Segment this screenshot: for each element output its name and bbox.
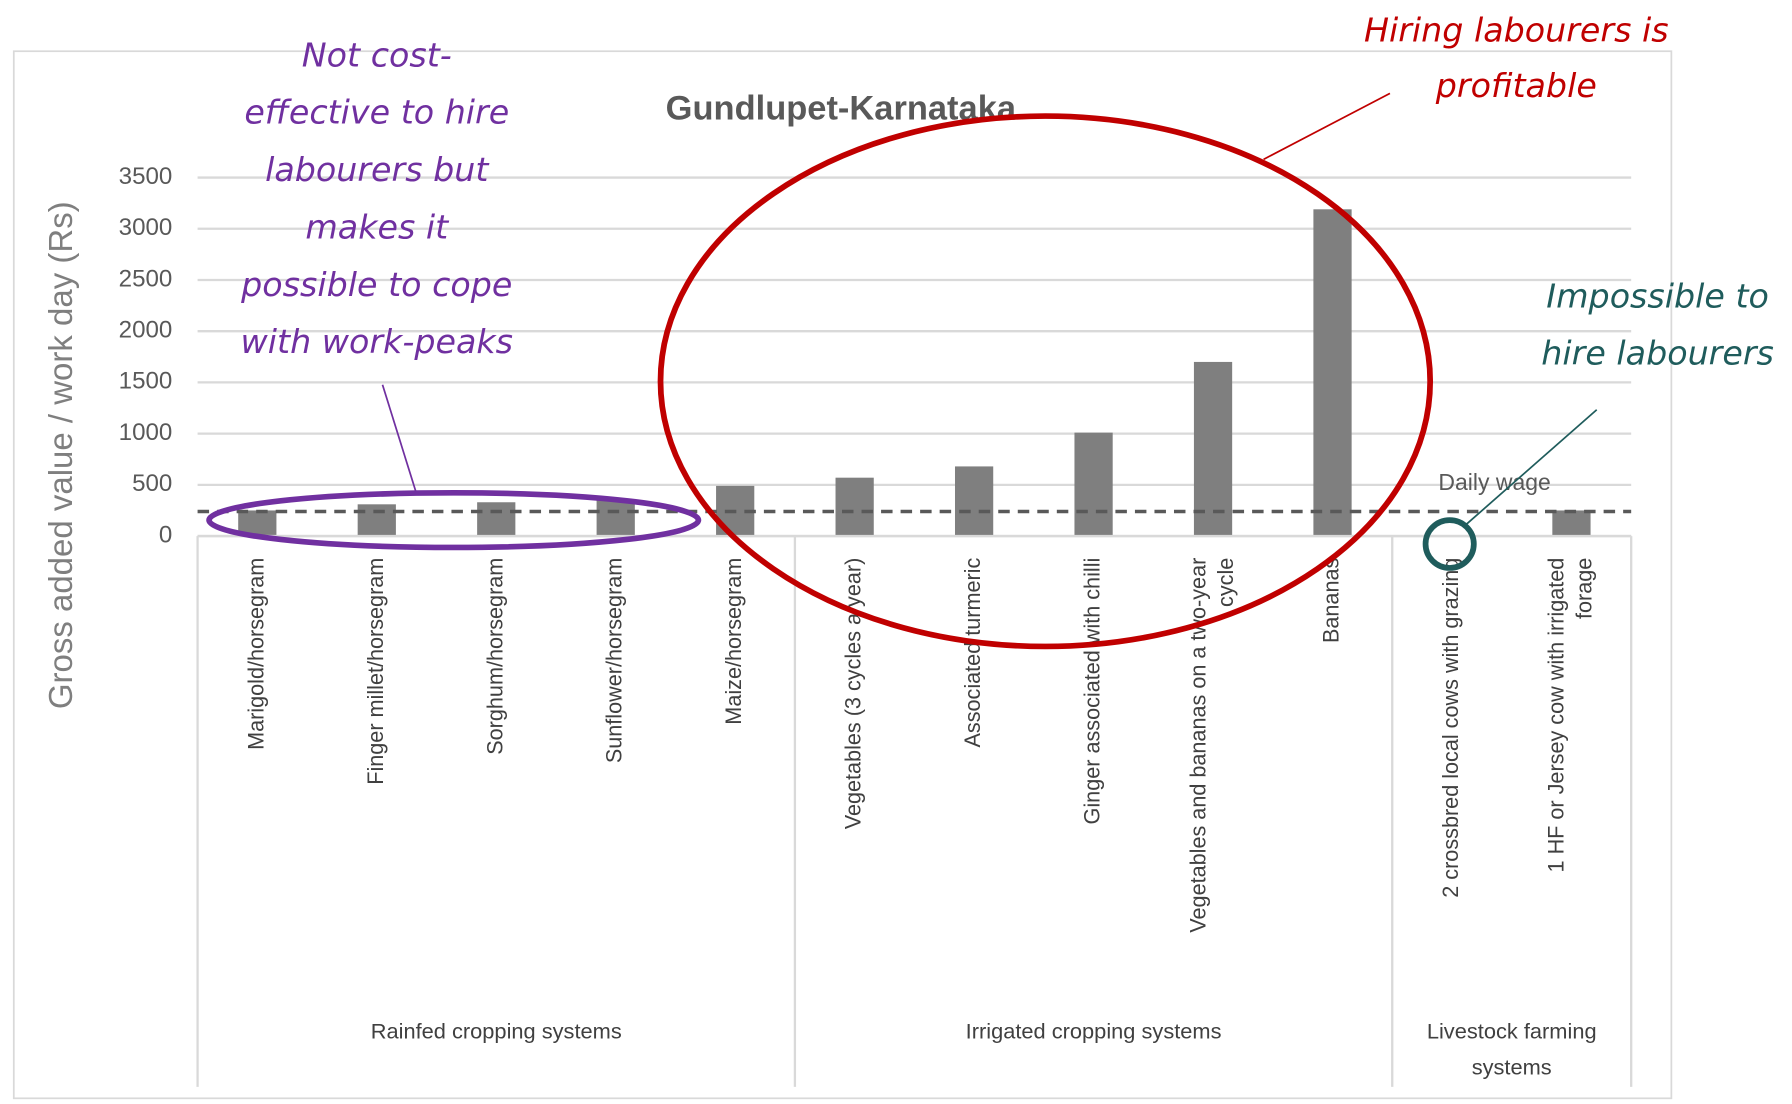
annotation: with work-peaks [241,322,513,361]
annotation: possible to cope [240,265,512,304]
bar [1313,209,1352,537]
y-tick-label: 1500 [119,368,173,395]
chart-frame [12,50,1673,1100]
reference-label: Daily wage [1438,469,1550,495]
y-tick-label: 1000 [119,419,173,446]
x-tick-label: 2 crossbred local cows with grazing [1438,558,1463,898]
x-tick-label: Finger millet/horsegram [362,558,387,785]
x-tick-label: Sunflower/horsegram [601,558,626,763]
y-tick-label: 3500 [119,163,173,190]
x-tick-label: Maize/horsegram [721,558,746,725]
bar [357,504,396,537]
annotation: effective to hire [244,93,509,132]
annotation: Not cost- [302,36,452,75]
bar [835,477,874,537]
x-tick-label: Vegetables (3 cycles a year) [840,558,865,830]
pointer [381,384,417,492]
annotation: makes it [305,208,450,247]
bar [477,502,516,537]
y-tick-label: 2500 [119,265,173,292]
y-tick-label: 3000 [119,214,173,241]
x-tick-label: Marigold/horsegram [243,558,268,750]
plot: 0 500 1000 1500 2000 2500 3000 3500 Marigold/hor… [119,163,1633,1087]
pointer [1263,92,1391,161]
bar [1552,510,1591,537]
y-axis-label: Gross added value / work day (Rs) [43,201,80,709]
annotation: labourers but [265,150,490,189]
y-tick-label: 500 [132,470,172,497]
overlay: Not cost-effective to hire labourers but m… [206,10,1774,650]
x-tick-label: 1 HF or Jersey cow with irrigated forage [1543,558,1596,873]
bar [1074,432,1113,537]
group-label: Livestock farming systems [1427,1018,1597,1079]
group-label: Rainfed cropping systems [371,1018,622,1043]
bar [596,500,635,537]
bar [1193,361,1233,537]
highlight-circle [1422,517,1477,571]
pointer [1464,409,1598,527]
group-label: Irrigated cropping systems [966,1018,1222,1043]
annotation: profitable [1435,66,1597,105]
x-tick-label: Ginger associated with chilli [1079,558,1104,825]
x-tick-label: Bananas [1318,558,1343,643]
y-tick-label: 0 [159,521,172,548]
annotation: hire labourers [1541,334,1774,373]
highlight-ellipse [657,113,1434,650]
bar [954,466,994,537]
annotation: Impossible to [1546,277,1769,316]
highlight-ellipse [206,489,702,551]
x-tick-label: Vegetables and bananas on a two-year cycl… [1185,558,1238,933]
y-tick-label: 2000 [119,317,173,344]
x-tick-label: Sorghum/horsegram [482,558,507,755]
annotation: Hiring labourers is [1364,10,1669,49]
x-tick-label: Associated turmeric [960,558,985,748]
